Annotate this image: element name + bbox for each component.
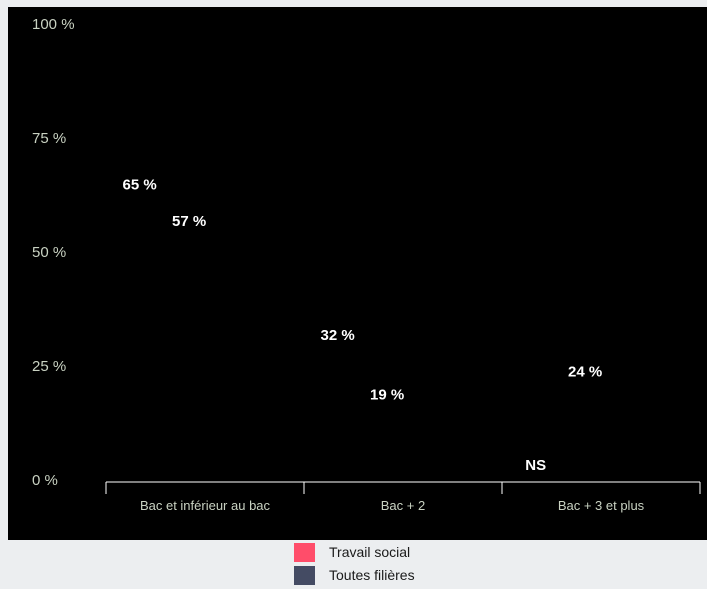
legend-label: Travail social xyxy=(329,544,411,560)
data-label: 32 % xyxy=(321,327,355,344)
y-tick-label: 25 % xyxy=(32,358,66,375)
y-tick-label: 0 % xyxy=(32,472,58,489)
x-category-label: Bac + 3 et plus xyxy=(558,498,645,513)
bar xyxy=(124,183,155,480)
y-tick-label: 75 % xyxy=(32,130,66,147)
legend-swatch xyxy=(294,543,315,562)
legend-label: Toutes filières xyxy=(329,567,415,583)
bar xyxy=(372,393,403,480)
y-tick-label: 100 % xyxy=(32,16,75,33)
legend: Travail social Toutes filières xyxy=(294,541,415,587)
x-category-label: Bac + 2 xyxy=(381,498,425,513)
bar xyxy=(322,334,353,480)
y-tick-label: 50 % xyxy=(32,244,66,261)
bar xyxy=(174,220,205,480)
chart-area: 0 % 25 % 50 % 75 % 100 % Bac et inférieur au … xyxy=(8,7,707,540)
data-label: 57 % xyxy=(172,213,206,230)
data-label: NS xyxy=(525,457,546,474)
data-label: 65 % xyxy=(123,177,157,194)
legend-item-travail-social: Travail social xyxy=(294,541,415,564)
legend-item-toutes-filieres: Toutes filières xyxy=(294,564,415,587)
data-label: 24 % xyxy=(568,364,602,381)
chart-plot: 0 % 25 % 50 % 75 % 100 % Bac et inférieur au … xyxy=(32,16,701,513)
bar xyxy=(570,370,601,480)
data-label: 19 % xyxy=(370,386,404,403)
legend-swatch xyxy=(294,566,315,585)
x-category-label: Bac et inférieur au bac xyxy=(140,498,271,513)
